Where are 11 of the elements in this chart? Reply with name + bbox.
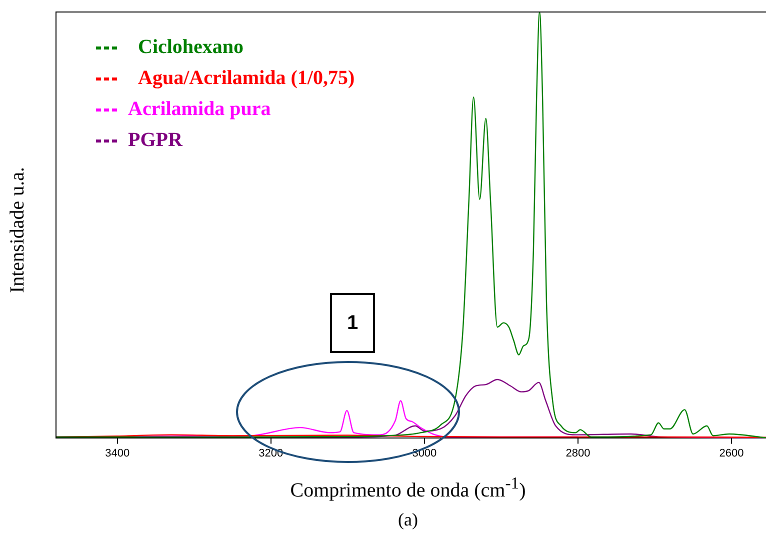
legend-label: Acrilamida pura: [128, 98, 271, 120]
legend-label: Ciclohexano: [138, 36, 244, 58]
x-axis-title: Comprimento de onda (cm$^{-1}$): [290, 474, 526, 502]
annotation: 1: [330, 293, 375, 353]
text: (a): [398, 510, 418, 530]
x-tick-label: 3400: [105, 447, 130, 460]
legend-label: PGPR: [128, 129, 183, 152]
x-tick-label: 2600: [719, 447, 744, 460]
y-axis-title: Intensidade u.a.: [6, 166, 30, 294]
x-tick-label: 2800: [566, 447, 590, 460]
legend-label: Agua/Acrilamida (1/0,75): [138, 67, 355, 90]
